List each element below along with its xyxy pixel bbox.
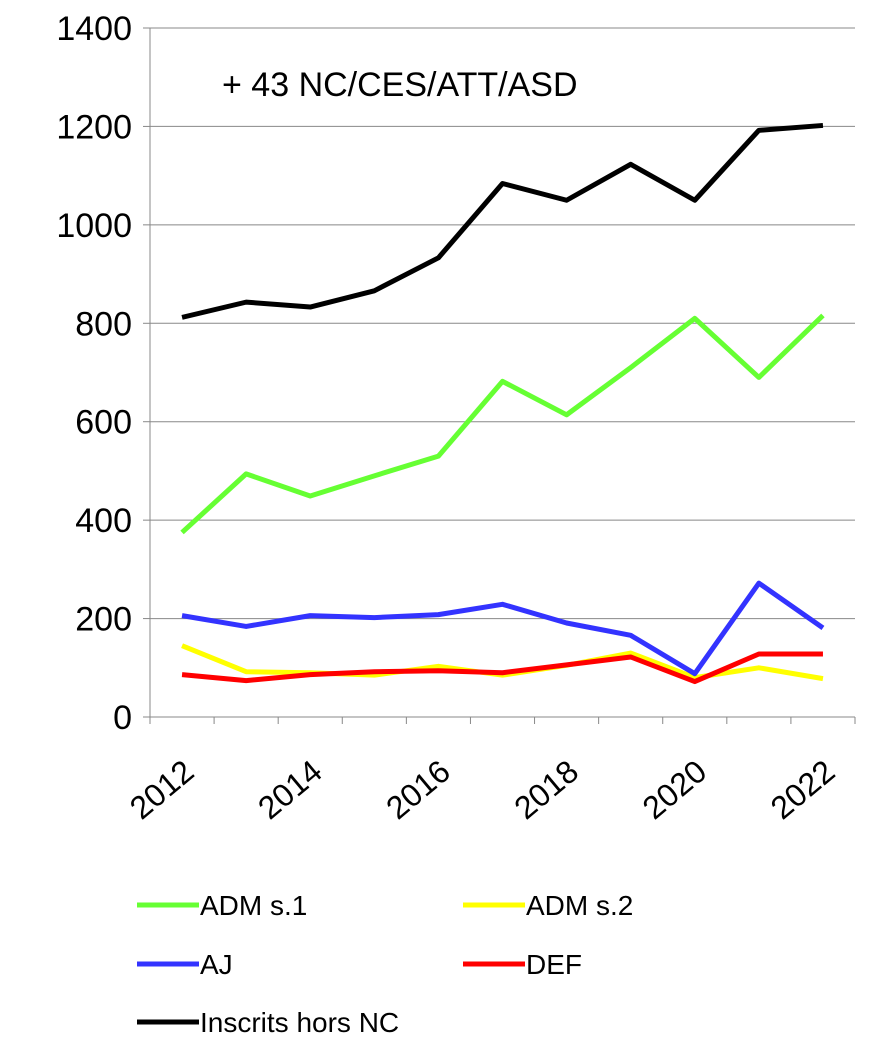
legend-label: AJ bbox=[200, 949, 233, 980]
y-tick-label: 1000 bbox=[56, 207, 132, 245]
legend-label: ADM s.2 bbox=[526, 890, 633, 921]
y-tick-label: 1400 bbox=[56, 10, 132, 48]
annotation: + 43 NC/CES/ATT/ASD bbox=[222, 66, 578, 104]
y-tick-label: 800 bbox=[75, 305, 132, 343]
legend-label: Inscrits hors NC bbox=[200, 1007, 399, 1038]
series-line bbox=[181, 651, 823, 685]
legend-label: ADM s.1 bbox=[200, 890, 307, 921]
legend-label: DEF bbox=[526, 949, 582, 980]
x-tick-label: 2022 bbox=[764, 753, 842, 826]
x-tick-label: 2020 bbox=[636, 753, 714, 826]
series-line bbox=[181, 580, 825, 677]
y-tick-label: 1200 bbox=[56, 108, 132, 146]
y-tick-label: 400 bbox=[75, 502, 132, 540]
series-line bbox=[180, 313, 825, 535]
y-tick-label: 0 bbox=[113, 699, 132, 737]
y-tick-label: 200 bbox=[75, 601, 132, 639]
y-tick-label: 600 bbox=[75, 404, 132, 442]
series-line bbox=[181, 122, 824, 320]
x-tick-label: 2016 bbox=[379, 753, 457, 826]
x-tick-label: 2014 bbox=[251, 753, 329, 826]
x-tick-label: 2018 bbox=[507, 753, 585, 826]
x-tick-label: 2012 bbox=[123, 753, 201, 826]
